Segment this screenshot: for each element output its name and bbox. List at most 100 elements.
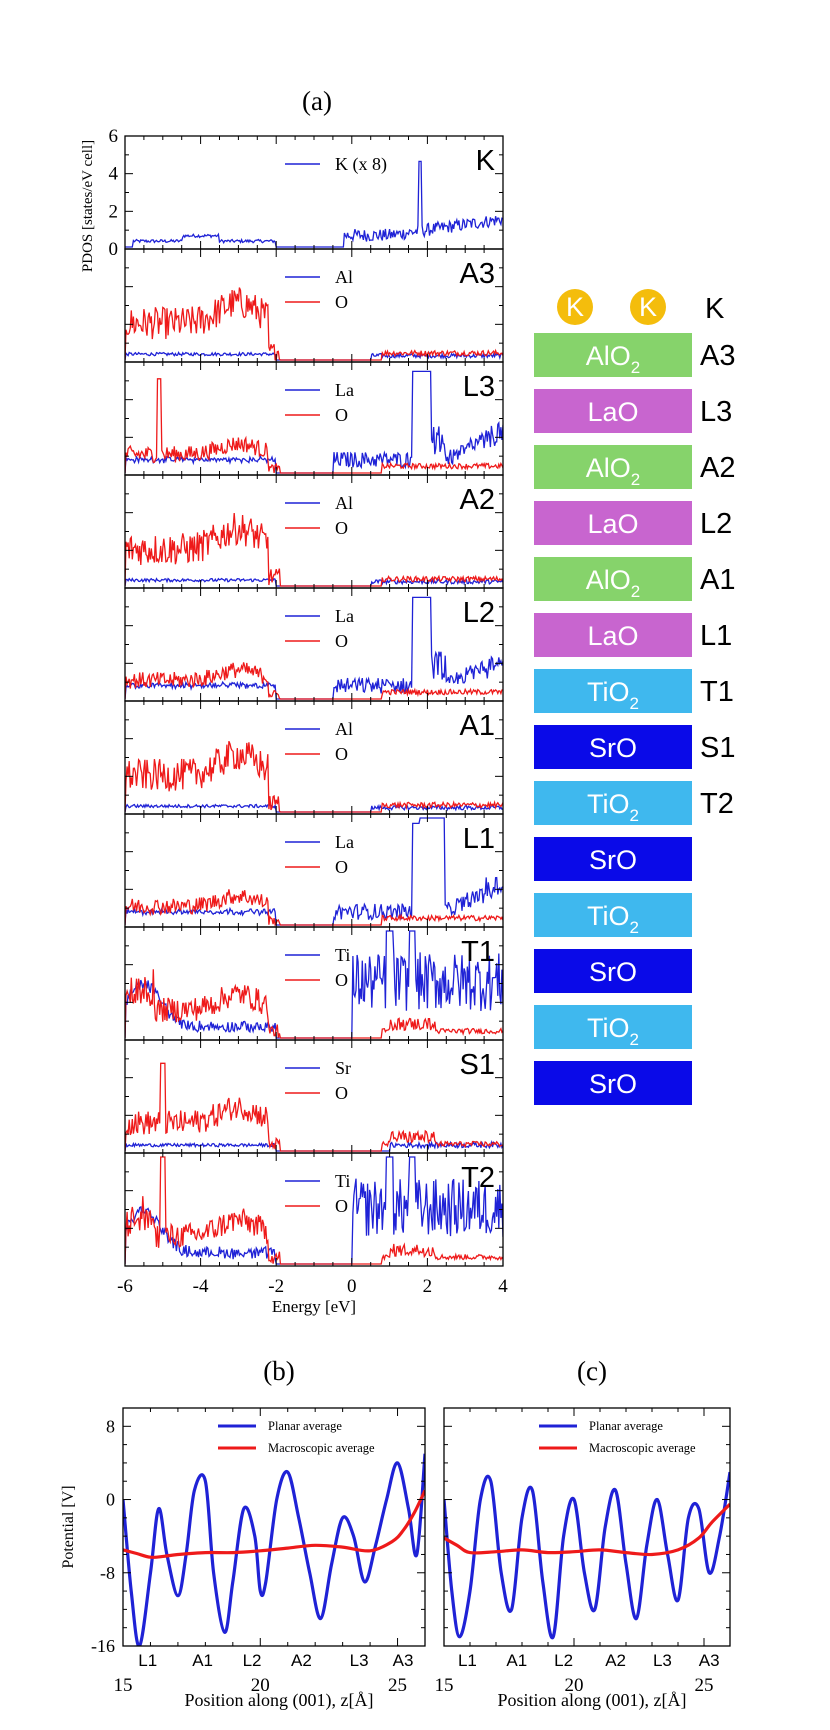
layer-block bbox=[534, 389, 692, 433]
x-tick-label: -6 bbox=[117, 1276, 133, 1297]
x-axis-label: Position along (001), z[Å] bbox=[185, 1690, 374, 1711]
pdos-panel-frame bbox=[124, 1039, 504, 1154]
y-tick-label: -8 bbox=[100, 1563, 115, 1583]
y-tick-label: 4 bbox=[109, 164, 119, 185]
layer-label: L2 bbox=[700, 508, 732, 540]
formula-main: SrO bbox=[589, 957, 637, 987]
layer-block bbox=[534, 837, 692, 881]
layer-formula: AlO2 bbox=[586, 341, 640, 377]
y-tick-label: 0 bbox=[109, 239, 119, 260]
k-atom-circle bbox=[557, 289, 593, 325]
pdos-panel-k: K K (x 8) bbox=[124, 135, 504, 250]
legend-label: Planar average bbox=[268, 1419, 342, 1433]
pdos-curves bbox=[125, 1062, 503, 1152]
y-axis-label: Potential [V] bbox=[60, 1485, 77, 1568]
formula-main: AlO bbox=[586, 565, 631, 595]
formula-main: TiO bbox=[587, 901, 630, 931]
pdos-curves bbox=[125, 370, 503, 474]
plot-frame bbox=[122, 1407, 426, 1647]
layer-mark: A1 bbox=[506, 1651, 527, 1670]
layer-block bbox=[534, 501, 692, 545]
pdos-series-ti-t1 bbox=[125, 930, 503, 1039]
layer-block bbox=[534, 893, 692, 937]
layer-label: A3 bbox=[700, 340, 735, 372]
x-tick-label: 20 bbox=[565, 1675, 584, 1696]
legend-label: O bbox=[335, 744, 348, 764]
pdos-panel-l3: L3 La O bbox=[124, 361, 504, 476]
layer-formula: TiO2 bbox=[587, 901, 639, 937]
formula-subscript: 2 bbox=[630, 694, 639, 713]
pdos-series-k-k bbox=[125, 160, 503, 248]
layer-block bbox=[534, 613, 692, 657]
legend-label: Ti bbox=[335, 945, 350, 965]
layer-mark: A2 bbox=[605, 1651, 626, 1670]
layer-formula: TiO2 bbox=[587, 1013, 639, 1049]
legend-label: Al bbox=[335, 719, 353, 739]
layer-mark: A3 bbox=[699, 1651, 720, 1670]
pdos-layer-label: A3 bbox=[460, 258, 495, 290]
series-macroscopic-average bbox=[123, 1489, 425, 1559]
pdos-panel-frame bbox=[124, 813, 504, 928]
pdos-panel-t1: T1 Ti O bbox=[124, 926, 504, 1041]
y-tick-label: 6 bbox=[109, 126, 119, 147]
pdos-curves bbox=[125, 596, 503, 700]
layer-formula: LaO bbox=[587, 509, 638, 539]
panel-label-a: (a) bbox=[302, 86, 332, 116]
layer-label: A1 bbox=[700, 564, 735, 596]
layer-block bbox=[534, 1061, 692, 1105]
layer-mark: A2 bbox=[291, 1651, 312, 1670]
legend-label: O bbox=[335, 518, 348, 538]
layer-formula: SrO bbox=[589, 957, 637, 987]
pdos-curves bbox=[125, 1156, 503, 1265]
layer-formula: TiO2 bbox=[587, 789, 639, 825]
pdos-panel-frame bbox=[124, 135, 504, 250]
formula-subscript: 2 bbox=[630, 806, 639, 825]
x-tick-label: -2 bbox=[268, 1276, 284, 1297]
pdos-figure: (a) K K (x 8) A3 Al O L3 La O A2 Al O L2 La O A1 Al O L1 La… bbox=[80, 86, 508, 1316]
x-tick-label: 25 bbox=[695, 1675, 714, 1696]
layer-mark: A1 bbox=[192, 1651, 213, 1670]
pdos-series-la-l3 bbox=[125, 370, 503, 474]
y-tick-label: 0 bbox=[106, 1490, 115, 1510]
layer-formula: LaO bbox=[587, 397, 638, 427]
pdos-series-ti-t2 bbox=[125, 1156, 503, 1265]
layer-mark: L3 bbox=[350, 1651, 369, 1670]
layer-mark: L1 bbox=[458, 1651, 477, 1670]
k-row-label: K bbox=[705, 293, 725, 325]
layer-label: L1 bbox=[700, 620, 732, 652]
layer-block bbox=[534, 669, 692, 713]
layer-block bbox=[534, 1005, 692, 1049]
layer-mark: L2 bbox=[243, 1651, 262, 1670]
legend-label: Ti bbox=[335, 1171, 350, 1191]
panel-label: (c) bbox=[577, 1356, 607, 1386]
formula-main: SrO bbox=[589, 733, 637, 763]
y-tick-label: 8 bbox=[106, 1416, 115, 1436]
x-axis-label: Position along (001), z[Å] bbox=[498, 1690, 687, 1711]
formula-main: LaO bbox=[587, 397, 638, 427]
layer-block bbox=[534, 781, 692, 825]
layer-formula: SrO bbox=[589, 845, 637, 875]
formula-subscript: 2 bbox=[631, 470, 640, 489]
pdos-layer-label: K bbox=[476, 145, 496, 177]
pdos-panel-a1: A1 Al O bbox=[124, 700, 504, 815]
plot-frame bbox=[443, 1407, 731, 1647]
formula-subscript: 2 bbox=[630, 1030, 639, 1049]
pdos-layer-label: S1 bbox=[460, 1049, 495, 1081]
legend-label: O bbox=[335, 1083, 348, 1103]
layer-formula: TiO2 bbox=[587, 677, 639, 713]
x-tick-label: 15 bbox=[114, 1675, 133, 1696]
layer-mark: L2 bbox=[554, 1651, 573, 1670]
formula-main: LaO bbox=[587, 621, 638, 651]
pdos-panel-s1: S1 Sr O bbox=[124, 1039, 504, 1154]
potential-plot-c: (c) 15 20 25 L1 A1 L2 A2 L3 A3 Position along (001… bbox=[435, 1356, 731, 1711]
legend-label: Al bbox=[335, 267, 353, 287]
series-macroscopic-average bbox=[444, 1502, 730, 1557]
pdos-series-o-a3 bbox=[125, 287, 503, 361]
formula-main: TiO bbox=[587, 789, 630, 819]
layer-label: L3 bbox=[700, 396, 732, 428]
pdos-panel-l1: L1 La O bbox=[124, 813, 504, 928]
pdos-panel-frame bbox=[124, 700, 504, 815]
pdos-panel-frame bbox=[124, 474, 504, 589]
legend-label: La bbox=[335, 606, 354, 626]
